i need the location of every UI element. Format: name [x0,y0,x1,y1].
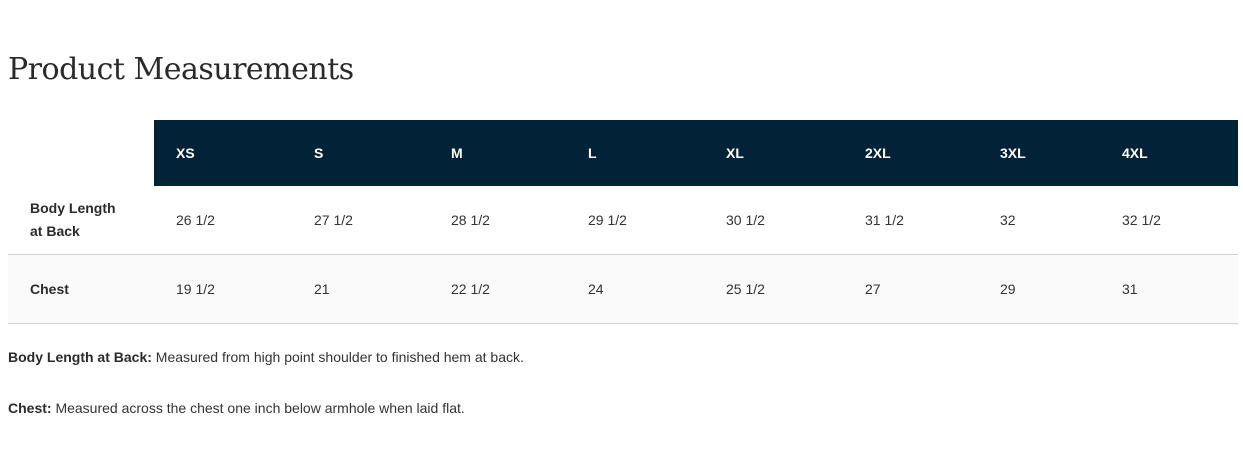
note-chest: Chest: Measured across the chest one inc… [8,399,524,417]
header-cell: 4XL [1100,120,1238,186]
header-cell: 3XL [978,120,1100,186]
table-cell: 29 [1000,281,1016,297]
note-body-length: Body Length at Back: Measured from high … [8,348,524,366]
measurement-notes: Body Length at Back: Measured from high … [8,348,524,450]
header-cell: L [566,120,704,186]
header-blank-cell [8,120,154,186]
table-cell: 28 1/2 [451,212,490,228]
table-cell: 25 1/2 [726,281,765,297]
note-text: Measured across the chest one inch below… [51,400,465,416]
header-cell: S [292,120,429,186]
table-cell: 30 1/2 [726,212,765,228]
header-cell: XL [704,120,843,186]
header-cell: XS [154,120,292,186]
table-cell: 29 1/2 [588,212,627,228]
table-row: Chest 19 1/2 21 22 1/2 24 25 1/2 27 29 3… [8,255,1238,324]
table-cell: 24 [588,281,604,297]
table-cell: 31 [1122,281,1138,297]
header-cell: 2XL [843,120,978,186]
table-cell: 26 1/2 [176,212,215,228]
table-cell: 21 [314,281,330,297]
row-label: Body Length at Back [30,200,116,239]
table-cell: 27 [865,281,881,297]
table-row: Body Length at Back 26 1/2 27 1/2 28 1/2… [8,186,1238,255]
note-text: Measured from high point shoulder to fin… [151,349,524,365]
note-term: Chest: [8,400,52,416]
measurements-table: XS S M L XL 2XL 3XL 4XL Body Length at B… [8,120,1238,324]
page-title: Product Measurements [8,52,354,87]
header-cell: M [429,120,566,186]
table-cell: 32 [1000,212,1016,228]
table-header-row: XS S M L XL 2XL 3XL 4XL [8,120,1238,186]
table-cell: 22 1/2 [451,281,490,297]
table-cell: 31 1/2 [865,212,904,228]
table-cell: 32 1/2 [1122,212,1161,228]
row-label: Chest [30,280,69,297]
note-term: Body Length at Back: [8,349,152,365]
table-cell: 27 1/2 [314,212,353,228]
table-cell: 19 1/2 [176,281,215,297]
